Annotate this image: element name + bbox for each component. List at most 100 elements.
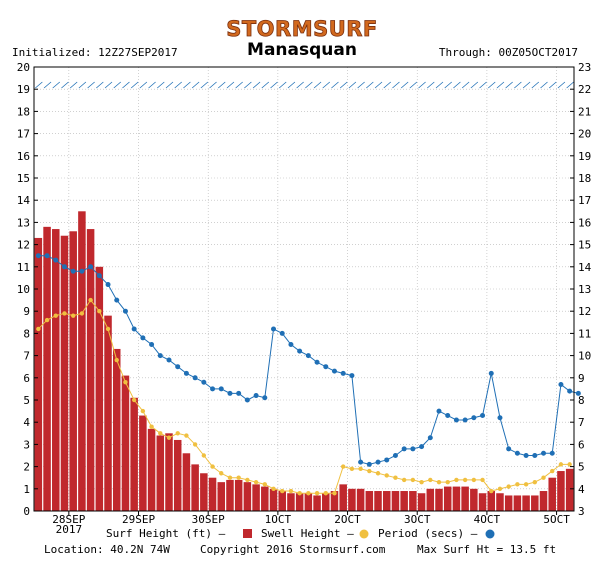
period-point xyxy=(122,308,128,314)
swell-height-point xyxy=(271,486,276,491)
swell-height-point xyxy=(306,491,311,496)
wind-arrow xyxy=(270,81,278,89)
swell-height-point xyxy=(550,468,555,474)
period-point xyxy=(375,459,381,465)
swell-height-point xyxy=(253,479,259,485)
x-tick-label: 4OCT xyxy=(474,513,501,526)
wind-arrow xyxy=(313,81,322,89)
period-point xyxy=(271,326,277,332)
swell-height-point xyxy=(44,317,50,323)
swell-height-point xyxy=(515,482,520,487)
surf-bar xyxy=(322,493,330,511)
swell-height-point xyxy=(489,488,494,494)
period-point xyxy=(514,450,520,456)
wind-arrow xyxy=(244,81,252,89)
right-tick-label: 5 xyxy=(578,461,585,474)
surf-bar xyxy=(539,491,548,511)
surf-bar xyxy=(121,375,130,511)
period-point xyxy=(340,370,346,376)
period-point xyxy=(88,264,94,270)
surf-bar xyxy=(513,495,522,511)
swell-height-point xyxy=(445,479,450,485)
wind-arrow xyxy=(174,81,182,89)
wind-arrow xyxy=(35,81,43,89)
period-point xyxy=(471,415,477,421)
period-point xyxy=(149,342,155,347)
surf-bar xyxy=(278,491,286,511)
period-point xyxy=(410,446,416,452)
wind-arrow xyxy=(217,81,226,89)
legend-surf-label: Surf Height (ft) — xyxy=(106,527,226,540)
period-point xyxy=(35,253,41,259)
x-tick-label: 5OCT xyxy=(543,513,570,526)
left-tick-label: 7 xyxy=(23,350,30,363)
surf-bar xyxy=(478,493,487,511)
swell-height-point xyxy=(288,488,294,494)
wind-arrow xyxy=(165,81,174,89)
left-tick-label: 2 xyxy=(23,461,30,474)
swell-height-point xyxy=(419,479,424,485)
swell-height-point xyxy=(158,431,163,436)
period-point xyxy=(297,348,303,354)
right-tick-label: 23 xyxy=(578,61,591,74)
wind-arrow xyxy=(104,81,113,89)
surf-bar xyxy=(374,491,382,511)
swell-height-point xyxy=(471,477,477,483)
right-tick-label: 21 xyxy=(578,105,591,118)
swell-height-point xyxy=(340,464,346,469)
swell-height-point xyxy=(358,466,363,472)
wind-arrow xyxy=(130,81,139,89)
surf-bar xyxy=(304,493,313,511)
period-point xyxy=(157,353,163,359)
surf-bar xyxy=(496,493,504,511)
wind-arrow xyxy=(235,81,243,89)
period-point xyxy=(305,353,311,359)
left-tick-label: 1 xyxy=(23,483,30,496)
x-tick-label: 3OCT xyxy=(404,513,431,526)
swell-height-point xyxy=(367,468,372,474)
period-point xyxy=(183,370,189,376)
wind-arrow xyxy=(148,81,156,89)
swell-height-point xyxy=(236,475,241,480)
right-tick-label: 14 xyxy=(578,261,592,274)
period-point xyxy=(558,381,564,387)
period-point xyxy=(532,453,538,458)
surf-bar xyxy=(295,493,304,511)
swell-height-point xyxy=(454,477,459,483)
swell-height-point xyxy=(245,477,250,483)
right-tick-label: 16 xyxy=(578,216,591,229)
left-tick-label: 3 xyxy=(23,438,30,451)
period-point xyxy=(488,370,494,376)
surf-bar xyxy=(217,482,226,511)
wind-arrow xyxy=(52,81,61,89)
surf-bar xyxy=(208,477,217,511)
surf-bar xyxy=(452,486,461,511)
surf-bar xyxy=(234,479,243,511)
left-tick-label: 16 xyxy=(17,150,30,163)
x-tick-label: 30SEP xyxy=(192,513,225,526)
surf-bar xyxy=(382,491,391,511)
swell-height-point xyxy=(497,486,503,491)
wind-arrow xyxy=(409,81,418,89)
period-point xyxy=(114,297,120,303)
period-point xyxy=(453,417,459,423)
period-point xyxy=(236,390,242,396)
wind-arrow xyxy=(496,81,505,89)
wind-arrow xyxy=(191,81,200,89)
surf-bar xyxy=(400,491,408,511)
period-point xyxy=(575,390,581,396)
swell-height-point xyxy=(480,477,485,483)
right-tick-label: 18 xyxy=(578,172,591,185)
location-coords: Location: 40.2N 74W xyxy=(44,543,170,556)
period-point xyxy=(549,450,555,456)
surf-bar xyxy=(391,491,400,511)
wind-arrow xyxy=(444,81,452,89)
period-point xyxy=(70,268,76,274)
period-point xyxy=(288,342,294,347)
surf-bar xyxy=(226,479,234,511)
period-point xyxy=(462,417,468,423)
swell-height-point xyxy=(558,462,564,467)
swell-height-point xyxy=(375,471,381,476)
surf-bar xyxy=(417,493,426,511)
